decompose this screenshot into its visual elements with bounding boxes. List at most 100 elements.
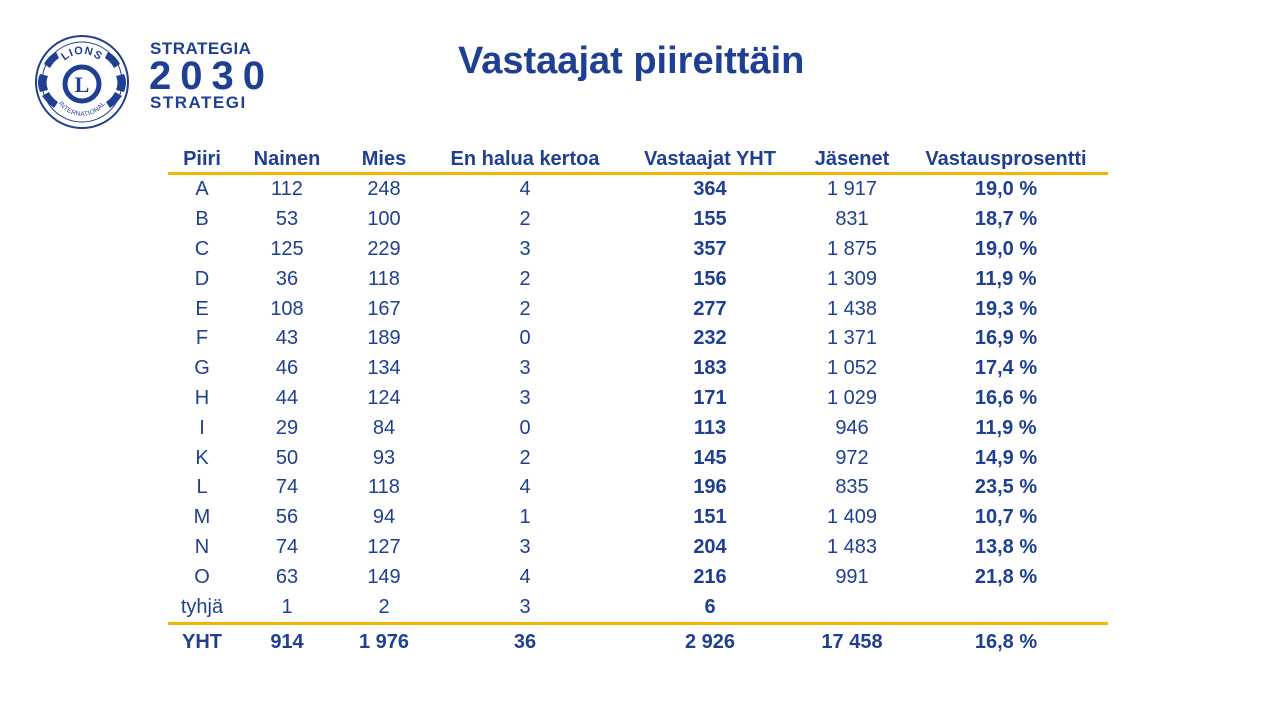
cell-district: E bbox=[195, 297, 209, 320]
cell-district: H bbox=[194, 386, 210, 409]
total-female: 914 bbox=[270, 631, 304, 654]
cell-response-rate: 10,7 % bbox=[974, 506, 1038, 529]
cell-respondents-total: 196 bbox=[693, 476, 727, 499]
cell-male: 127 bbox=[367, 535, 401, 558]
cell-members: 1 875 bbox=[826, 237, 878, 260]
cell-response-rate: 11,9 % bbox=[975, 267, 1037, 290]
cell-male: 2 bbox=[338, 592, 430, 625]
cell-female: 29 bbox=[275, 416, 299, 439]
cell-no-answer: 4 bbox=[519, 178, 531, 201]
cell-response-rate: 17,4 % bbox=[974, 357, 1038, 380]
logo-line-3: STRATEGI bbox=[150, 93, 247, 112]
cell-response-rate: 16,9 % bbox=[974, 327, 1038, 350]
total-members: 17 458 bbox=[821, 631, 883, 654]
cell-respondents-total: 183 bbox=[693, 357, 727, 380]
cell-male: 100 bbox=[367, 208, 401, 231]
table-row: G 46 134 3 183 1 052 17,4 % bbox=[168, 354, 1108, 384]
emblem-letter: L bbox=[75, 72, 90, 97]
cell-female: 36 bbox=[275, 267, 299, 290]
cell-male: 229 bbox=[367, 237, 401, 260]
cell-respondents-total: 113 bbox=[693, 416, 727, 439]
lions-international-emblem-icon: LIONS INTERNATIONAL L bbox=[35, 35, 129, 129]
svg-text:LIONS: LIONS bbox=[59, 45, 105, 63]
cell-district: C bbox=[194, 237, 210, 260]
cell-district: O bbox=[194, 565, 210, 588]
cell-no-answer: 3 bbox=[519, 357, 531, 380]
cell-no-answer: 3 bbox=[519, 535, 531, 558]
cell-district: tyhjä bbox=[168, 592, 236, 625]
table-row: C 125 229 3 357 1 875 19,0 % bbox=[168, 235, 1108, 265]
cell-members: 991 bbox=[835, 565, 869, 588]
cell-response-rate: 18,7 % bbox=[974, 208, 1038, 231]
cell-response-rate: 19,3 % bbox=[974, 297, 1038, 320]
cell-no-answer: 4 bbox=[519, 476, 531, 499]
cell-female: 63 bbox=[275, 565, 299, 588]
cell-response-rate: 14,9 % bbox=[974, 446, 1038, 469]
cell-female: 125 bbox=[270, 237, 304, 260]
table-row: tyhjä 1 2 3 6 bbox=[168, 592, 1108, 625]
column-header-female: Nainen bbox=[236, 146, 338, 175]
cell-district: N bbox=[194, 535, 210, 558]
cell-no-answer: 2 bbox=[519, 446, 531, 469]
cell-no-answer: 0 bbox=[519, 416, 531, 439]
table-row: D 36 118 2 156 1 309 11,9 % bbox=[168, 264, 1108, 294]
table-row: E 108 167 2 277 1 438 19,3 % bbox=[168, 294, 1108, 324]
cell-members: 1 438 bbox=[826, 297, 878, 320]
cell-no-answer: 2 bbox=[519, 297, 531, 320]
table-row: H 44 124 3 171 1 029 16,6 % bbox=[168, 384, 1108, 414]
cell-response-rate: 16,6 % bbox=[974, 386, 1038, 409]
cell-response-rate: 21,8 % bbox=[974, 565, 1038, 588]
cell-male: 93 bbox=[372, 446, 396, 469]
cell-respondents-total: 277 bbox=[693, 297, 727, 320]
cell-members: 1 052 bbox=[826, 357, 878, 380]
cell-district: G bbox=[194, 357, 210, 380]
table-row: O 63 149 4 216 991 21,8 % bbox=[168, 562, 1108, 592]
cell-response-rate: 19,0 % bbox=[974, 237, 1038, 260]
cell-male: 134 bbox=[367, 357, 401, 380]
cell-no-answer: 4 bbox=[519, 565, 531, 588]
table-row: A 112 248 4 364 1 917 19,0 % bbox=[168, 174, 1108, 205]
cell-female: 50 bbox=[275, 446, 299, 469]
cell-district: F bbox=[195, 327, 209, 350]
cell-members: 1 029 bbox=[826, 386, 878, 409]
table-row: K 50 93 2 145 972 14,9 % bbox=[168, 443, 1108, 473]
cell-female: 1 bbox=[236, 592, 338, 625]
cell-female: 43 bbox=[275, 327, 299, 350]
cell-members: 946 bbox=[835, 416, 869, 439]
table-row: N 74 127 3 204 1 483 13,8 % bbox=[168, 533, 1108, 563]
cell-no-answer: 0 bbox=[519, 327, 531, 350]
total-respondents-total: 2 926 bbox=[684, 631, 736, 654]
cell-no-answer: 3 bbox=[430, 592, 620, 625]
column-header-response-rate: Vastausprosentti bbox=[904, 146, 1108, 175]
cell-respondents-total: 156 bbox=[693, 267, 727, 290]
table-header-row: Piiri Nainen Mies En halua kertoa Vastaajat … bbox=[168, 146, 1108, 175]
cell-members: 1 371 bbox=[826, 327, 878, 350]
column-header-district: Piiri bbox=[168, 146, 236, 175]
total-male: 1 976 bbox=[358, 631, 410, 654]
cell-respondents-total: 145 bbox=[693, 446, 727, 469]
cell-no-answer: 1 bbox=[519, 506, 531, 529]
cell-male: 118 bbox=[368, 267, 400, 290]
cell-response-rate: 11,9 % bbox=[975, 416, 1037, 439]
cell-male: 189 bbox=[367, 327, 401, 350]
total-district: YHT bbox=[182, 631, 222, 654]
respondents-table: Piiri Nainen Mies En halua kertoa Vastaajat … bbox=[168, 146, 1108, 661]
cell-members: 831 bbox=[835, 208, 869, 231]
column-header-members: Jäsenet bbox=[800, 146, 904, 175]
cell-respondents-total: 357 bbox=[693, 237, 727, 260]
cell-male: 167 bbox=[367, 297, 401, 320]
cell-respondents-total: 171 bbox=[693, 386, 727, 409]
total-response-rate: 16,8 % bbox=[974, 631, 1038, 654]
cell-female: 108 bbox=[270, 297, 304, 320]
cell-respondents-total: 151 bbox=[693, 506, 727, 529]
cell-respondents-total: 204 bbox=[693, 535, 727, 558]
cell-district: I bbox=[199, 416, 205, 439]
cell-male: 149 bbox=[367, 565, 401, 588]
column-header-male: Mies bbox=[338, 146, 430, 175]
column-header-respondents-total: Vastaajat YHT bbox=[620, 146, 800, 175]
cell-male: 118 bbox=[368, 476, 400, 499]
cell-no-answer: 2 bbox=[519, 267, 531, 290]
cell-district: L bbox=[196, 476, 208, 499]
cell-members bbox=[800, 592, 904, 625]
cell-response-rate: 19,0 % bbox=[974, 178, 1038, 201]
